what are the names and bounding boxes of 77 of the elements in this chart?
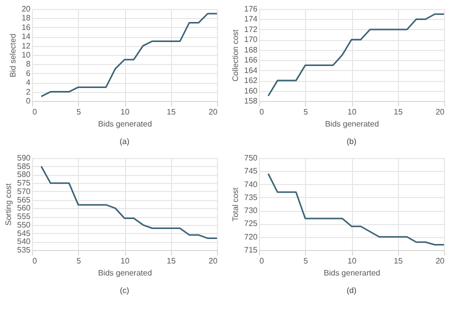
x-tick-label: 0 — [260, 256, 264, 266]
y-tick-label: 575 — [17, 178, 32, 188]
y-tick-label: 550 — [17, 220, 32, 230]
x-tick-label: 20 — [436, 108, 446, 116]
y-axis-title: Sorting cost — [4, 182, 14, 226]
x-tick-label: 10 — [348, 108, 357, 116]
y-tick-label: 176 — [244, 4, 258, 14]
x-tick-label: 10 — [348, 256, 357, 266]
x-axis-title: Bids generated — [325, 120, 379, 128]
x-tick-label: 5 — [76, 256, 82, 266]
x-tick-label: 10 — [120, 256, 130, 266]
x-axis-title: Bids generated — [98, 268, 152, 278]
y-tick-label: 164 — [244, 66, 258, 75]
y-tick-label: 16 — [22, 22, 32, 32]
y-tick-label: 166 — [244, 56, 258, 65]
x-tick-label: 5 — [76, 108, 82, 116]
y-tick-label: 0 — [26, 96, 32, 106]
x-tick-label: 15 — [394, 256, 404, 266]
y-tick-label: 745 — [244, 166, 258, 176]
x-tick-label: 0 — [32, 108, 38, 116]
x-tick-label: 5 — [304, 108, 309, 116]
x-tick-label: 5 — [304, 256, 309, 266]
text: (b) — [346, 137, 357, 146]
x-tick-label: 15 — [394, 108, 404, 116]
y-tick-label: 160 — [244, 86, 258, 96]
x-tick-label: 0 — [260, 108, 264, 116]
y-tick-label: 565 — [17, 195, 32, 204]
y-tick-label: 750 — [244, 154, 258, 162]
y-tick-label: 545 — [17, 228, 32, 238]
y-tick-label: 740 — [244, 180, 258, 189]
y-tick-label: 730 — [244, 206, 258, 216]
y-tick-label: 540 — [17, 237, 32, 246]
y-tick-label: 585 — [17, 162, 32, 171]
y-tick-label: 535 — [17, 246, 32, 254]
y-tick-label: 174 — [244, 14, 258, 24]
y-tick-label: 168 — [244, 45, 258, 54]
y-tick-label: 6 — [26, 68, 32, 78]
y-tick-label: 4 — [26, 78, 32, 88]
text: (a) — [120, 137, 130, 146]
y-tick-label: 12 — [22, 41, 32, 50]
y-tick-label: 580 — [17, 170, 32, 180]
y-tick-label: 555 — [17, 212, 32, 222]
y-tick-label: 170 — [244, 35, 258, 44]
y-tick-label: 8 — [26, 60, 32, 69]
y-tick-label: 590 — [17, 154, 32, 162]
x-tick-label: 0 — [32, 256, 38, 266]
y-tick-label: 20 — [22, 4, 32, 14]
x-tick-label: 15 — [166, 108, 176, 116]
line-series — [268, 173, 445, 246]
text: (c) — [120, 286, 130, 295]
y-axis-title: Collection cost — [231, 28, 240, 82]
x-tick-label: 15 — [166, 256, 176, 266]
y-axis-title: Bid selected — [8, 34, 18, 78]
y-tick-label: 560 — [17, 204, 32, 213]
y-tick-label: 10 — [22, 50, 32, 60]
x-tick-label: 20 — [208, 108, 218, 116]
y-tick-label: 158 — [244, 96, 258, 106]
y-tick-label: 162 — [244, 76, 258, 86]
line-series — [268, 13, 445, 97]
y-axis-title: Total cost — [231, 186, 240, 222]
x-tick-label: 20 — [208, 256, 218, 266]
y-tick-label: 720 — [244, 232, 258, 242]
line-series — [40, 166, 218, 240]
y-tick-label: 2 — [26, 87, 32, 96]
line-series — [40, 12, 218, 98]
x-tick-label: 20 — [436, 256, 446, 266]
x-tick-label: 10 — [120, 108, 130, 116]
y-tick-label: 14 — [22, 32, 32, 42]
text: (d) — [346, 286, 357, 295]
y-tick-label: 725 — [244, 219, 258, 228]
y-tick-label: 715 — [244, 246, 258, 254]
y-tick-label: 172 — [244, 24, 258, 34]
x-axis-title: Bids generarted — [324, 268, 380, 278]
y-tick-label: 570 — [17, 186, 32, 196]
y-tick-label: 18 — [22, 14, 32, 23]
x-axis-title: Bids generated — [98, 120, 152, 128]
y-tick-label: 735 — [244, 192, 258, 202]
